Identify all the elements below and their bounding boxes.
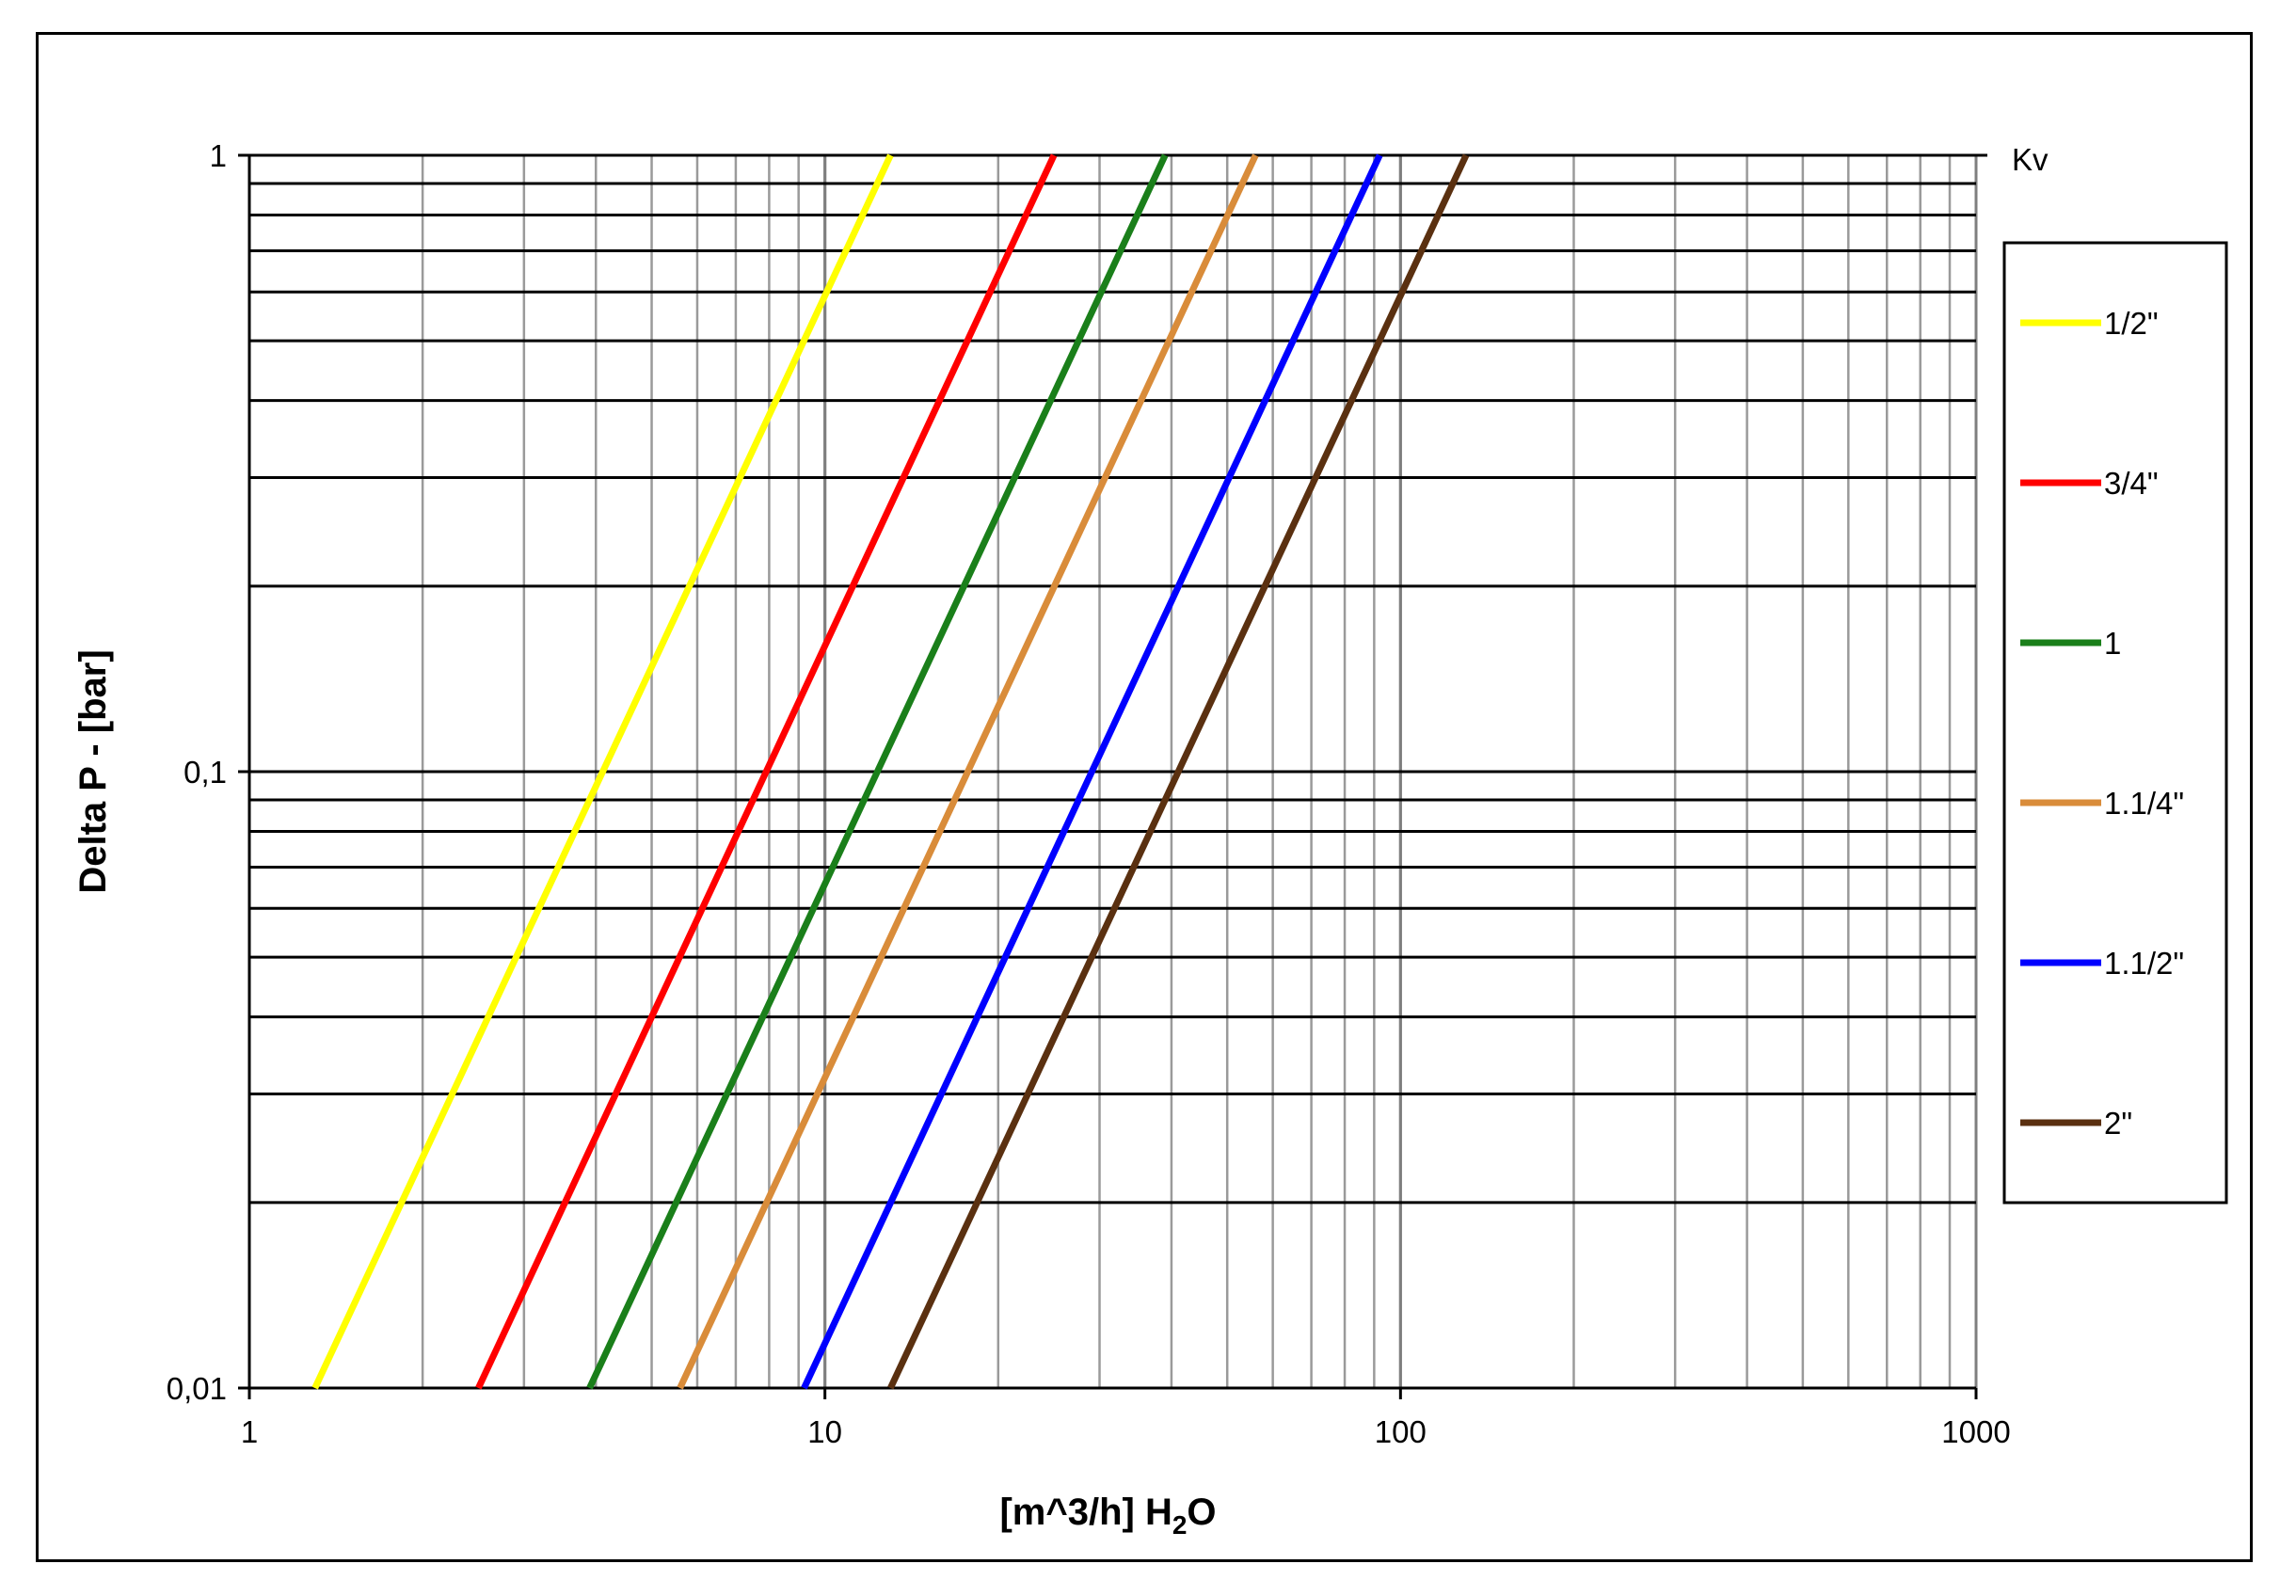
tick-labels: 1 10 100 1000 0,01 0,1 1 xyxy=(167,138,2011,1449)
series-line xyxy=(887,153,1470,1390)
legend-label: 3/4" xyxy=(2104,466,2159,501)
x-axis-title-sub: 2 xyxy=(1172,1510,1188,1540)
legend-label: 1.1/4" xyxy=(2104,786,2184,821)
x-axis-title-main: [m^3/h] H xyxy=(999,1492,1172,1533)
series-line xyxy=(311,153,894,1390)
legend-box xyxy=(2002,241,2228,1205)
legend-title: Kv xyxy=(2012,142,2049,177)
legend-label: 1.1/2" xyxy=(2104,946,2184,981)
grid-lines xyxy=(238,153,1987,1390)
x-axis-title: [m^3/h] H2O xyxy=(999,1492,1216,1540)
y-tick-label: 0,1 xyxy=(183,755,227,790)
legend-label: 2" xyxy=(2104,1106,2132,1141)
series-line xyxy=(677,153,1259,1390)
series-line xyxy=(475,153,1058,1390)
y-tick-label: 1 xyxy=(210,138,227,173)
x-tick-label: 1000 xyxy=(1941,1414,2010,1449)
series-lines xyxy=(311,153,1470,1390)
series-line xyxy=(801,153,1383,1390)
x-tick-label: 1 xyxy=(241,1414,258,1449)
chart-frame xyxy=(36,32,2253,1562)
legend: 1/2" 3/4" 1 1.1/4" 1.1/2" 2" xyxy=(2002,241,2228,1205)
legend-label: 1/2" xyxy=(2104,306,2159,341)
x-tick-label: 100 xyxy=(1375,1414,1427,1449)
legend-label: 1 xyxy=(2104,626,2121,661)
y-tick-label: 0,01 xyxy=(167,1371,227,1406)
y-axis-title: Delta P - [bar] xyxy=(72,649,114,893)
x-axis-title-tail: O xyxy=(1187,1492,1216,1533)
series-line xyxy=(586,153,1169,1390)
x-tick-label: 10 xyxy=(807,1414,842,1449)
